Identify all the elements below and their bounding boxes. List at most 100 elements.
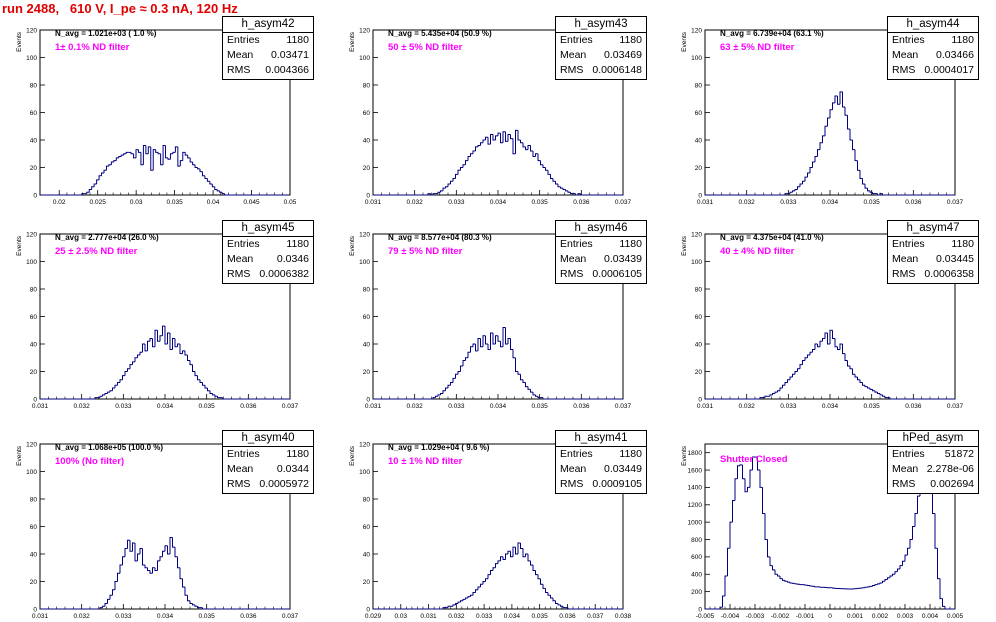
hist-bin xyxy=(892,573,895,576)
hist-bin xyxy=(475,146,478,151)
hist-bin xyxy=(122,556,125,565)
hist-bin xyxy=(457,169,461,175)
x-tick-label: 0.03 xyxy=(394,613,407,620)
histogram-panel-hPed_asym: -0.005 -0.004 -0.003 -0.002 -0.001 0 0.001 0.00… xyxy=(665,430,987,622)
y-tick-label: 40 xyxy=(363,341,371,348)
hist-bin xyxy=(532,565,536,571)
hist-bin xyxy=(937,548,940,580)
x-tick-label: 0.032 xyxy=(74,613,91,620)
stats-title: h_asym45 xyxy=(223,221,313,237)
x-tick-label: -0.005 xyxy=(696,613,715,620)
hist-bin xyxy=(849,129,853,141)
stats-value: 0.0346 xyxy=(276,253,309,265)
hist-bin xyxy=(189,600,193,604)
hist-bin xyxy=(797,186,800,190)
hist-bin xyxy=(177,146,181,167)
y-tick-label: 20 xyxy=(363,579,371,586)
hist-bin xyxy=(487,344,491,350)
hist-bin xyxy=(787,379,790,383)
histogram-bins xyxy=(40,325,290,400)
stats-key: Mean xyxy=(892,49,919,61)
hist-bin xyxy=(162,145,166,165)
stats-value: 0.03466 xyxy=(936,49,974,61)
histogram-svg: 0.02 0.025 0.03 0.035 0.04 0.045 0.05 0 20 40 60 80… xyxy=(16,27,297,206)
hist-bin xyxy=(837,96,840,105)
histogram-svg: 0.031 0.032 0.033 0.034 0.035 0.036 0.037 0 20 40… xyxy=(681,27,964,206)
y-tick-label: 1200 xyxy=(688,502,703,509)
hist-bin xyxy=(522,548,526,558)
stats-value: 0.03471 xyxy=(271,49,309,61)
hist-bin xyxy=(849,366,853,370)
hist-bin xyxy=(182,350,185,354)
x-tick-label: 0.036 xyxy=(905,403,922,410)
hist-bin xyxy=(470,594,473,597)
x-tick-label: 0.036 xyxy=(905,199,922,206)
stats-key: Entries xyxy=(892,238,925,250)
y-tick-label: 60 xyxy=(695,314,703,321)
stats-key: Mean xyxy=(560,49,587,61)
y-tick-label: 100 xyxy=(26,469,37,476)
hist-bin xyxy=(729,521,733,549)
hist-bin xyxy=(869,388,873,390)
hist-bin xyxy=(877,583,880,585)
x-tick-label: 0.037 xyxy=(587,613,604,620)
y-tick-label: 40 xyxy=(30,341,38,348)
stats-row-mean: Mean 0.03449 xyxy=(556,462,646,477)
stats-box: h_asym43 Entries 1180 Mean 0.03469 RMS 0.00061… xyxy=(555,16,647,80)
stats-row-rms: RMS 0.002694 xyxy=(888,477,978,492)
y-tick-label: 1800 xyxy=(688,450,703,457)
x-tick-label: 0.035 xyxy=(532,613,549,620)
hist-bin xyxy=(867,188,870,192)
hist-bin xyxy=(182,578,185,588)
hist-bin xyxy=(134,543,138,562)
y-tick-label: 100 xyxy=(26,259,37,266)
y-tick-label: 0 xyxy=(366,606,370,613)
hist-bin xyxy=(497,560,501,564)
hist-bin xyxy=(782,578,785,581)
hist-bin xyxy=(894,571,898,575)
stats-value: 0.03439 xyxy=(604,253,642,265)
hist-bin xyxy=(819,340,823,347)
hist-bin xyxy=(462,598,466,601)
y-tick-label: 120 xyxy=(26,231,37,238)
hist-bin xyxy=(944,606,948,610)
hist-bin xyxy=(809,351,813,355)
hist-bin xyxy=(212,393,215,396)
hist-bin xyxy=(550,595,553,599)
hist-bin xyxy=(187,155,191,159)
hist-bin xyxy=(939,578,943,600)
stats-title: h_asym41 xyxy=(556,431,646,447)
y-tick-label: 100 xyxy=(691,55,702,62)
hist-bin xyxy=(113,160,117,162)
hist-bin xyxy=(507,338,511,344)
histogram-svg: 0.031 0.032 0.033 0.034 0.035 0.036 0.037 0 20 40… xyxy=(16,441,299,620)
hist-bin xyxy=(807,354,810,358)
hist-bin xyxy=(490,134,493,145)
hist-bin xyxy=(759,397,763,399)
hist-bin xyxy=(497,335,501,342)
hist-bin xyxy=(812,349,815,353)
hist-bin xyxy=(497,132,501,136)
hist-bin xyxy=(562,188,566,190)
hist-bin xyxy=(137,553,140,561)
stats-row-mean: Mean 0.0344 xyxy=(223,462,313,477)
x-tick-label: 0.038 xyxy=(615,613,632,620)
hist-bin xyxy=(834,95,838,103)
hist-bin xyxy=(882,580,885,583)
hist-bin xyxy=(747,486,750,492)
hist-bin xyxy=(535,394,538,397)
y-tick-label: 100 xyxy=(691,259,702,266)
hist-bin xyxy=(527,386,531,390)
hist-bin xyxy=(500,556,503,561)
histogram-bins xyxy=(373,542,623,610)
stats-row-entries: Entries 1180 xyxy=(223,237,313,252)
y-tick-label: 600 xyxy=(691,554,702,561)
hist-bin xyxy=(862,178,865,185)
hist-bin xyxy=(142,145,146,165)
stats-box: h_asym45 Entries 1180 Mean 0.0346 RMS 0.000638… xyxy=(222,220,314,284)
y-tick-label: 80 xyxy=(30,82,38,89)
hist-bin xyxy=(774,569,778,575)
hist-bin xyxy=(879,393,883,396)
stats-row-rms: RMS 0.0006358 xyxy=(888,267,978,282)
x-tick-label: 0.031 xyxy=(697,199,714,206)
